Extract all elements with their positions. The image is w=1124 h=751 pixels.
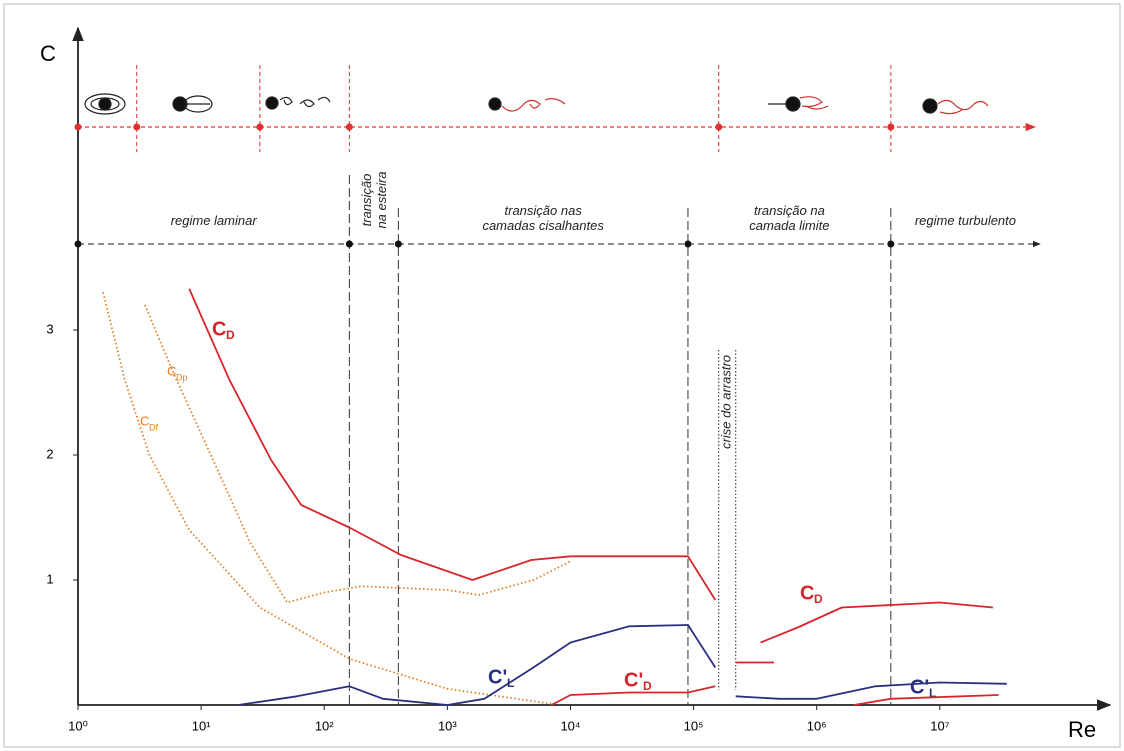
x-tick-label: 10⁷ bbox=[930, 718, 949, 733]
wake-dot bbox=[133, 124, 140, 131]
regime-label-line: regime laminar bbox=[171, 213, 258, 228]
regime-label-line: transição bbox=[359, 174, 374, 227]
x-tick-label: 10² bbox=[315, 718, 334, 733]
regime-dot bbox=[684, 241, 691, 248]
regime-label-line: regime turbulento bbox=[915, 213, 1016, 228]
wake-dot bbox=[346, 124, 353, 131]
regime-label: regime laminar bbox=[171, 213, 258, 228]
series-label-sub: L bbox=[507, 676, 514, 690]
x-tick-label: 10⁴ bbox=[560, 718, 580, 733]
regime-label-line: na esteira bbox=[374, 171, 389, 228]
regime-label-line: camada limite bbox=[749, 218, 829, 233]
regime-dot bbox=[887, 241, 894, 248]
series-label-sub: D bbox=[814, 592, 823, 606]
regime-label-line: transição nas bbox=[504, 203, 582, 218]
series-label: C' bbox=[624, 669, 643, 691]
x-axis-label: Re bbox=[1068, 717, 1096, 742]
regime-dot bbox=[75, 241, 82, 248]
regime-label: regime turbulento bbox=[915, 213, 1016, 228]
series-label: C bbox=[140, 413, 149, 428]
series-label: C' bbox=[910, 676, 929, 698]
series-label-sub: D bbox=[226, 328, 235, 342]
wake-dot bbox=[256, 124, 263, 131]
x-tick-label: 10¹ bbox=[192, 718, 211, 733]
series-label-sub: Dp bbox=[176, 372, 188, 382]
y-axis-label: C bbox=[40, 41, 56, 66]
wake-dot bbox=[715, 124, 722, 131]
series-line bbox=[145, 305, 571, 603]
x-tick-label: 10³ bbox=[438, 718, 457, 733]
x-tick-label: 10⁶ bbox=[807, 718, 827, 733]
regime-label-line: camadas cisalhantes bbox=[482, 218, 604, 233]
wake-dot bbox=[75, 124, 82, 131]
chart: C Re 1 2 3 10⁰ 10¹ 10² 10³ 10⁴ 10⁵ 10⁶ 10⁷ regime l… bbox=[0, 0, 1124, 751]
wake-dot bbox=[887, 124, 894, 131]
regime-dot bbox=[346, 241, 353, 248]
regime-label-line: transição na bbox=[754, 203, 825, 218]
series-line bbox=[189, 289, 993, 663]
series-line bbox=[103, 293, 551, 704]
crisis-label: crise do arrastro bbox=[719, 355, 734, 449]
series-label-sub: Df bbox=[149, 422, 158, 432]
y-tick-label: 2 bbox=[46, 446, 53, 461]
y-tick-label: 3 bbox=[46, 321, 53, 336]
regime-dot bbox=[395, 241, 402, 248]
regime-label: transiçãona esteira bbox=[359, 171, 389, 228]
series-label: C bbox=[800, 582, 814, 604]
series-label: C bbox=[167, 363, 176, 378]
series-label-sub: D bbox=[643, 679, 652, 693]
y-tick-label: 1 bbox=[46, 571, 53, 586]
series-label: C' bbox=[488, 666, 507, 688]
series-label: C bbox=[212, 318, 226, 340]
wake-icons bbox=[85, 94, 988, 114]
x-tick-label: 10⁵ bbox=[684, 718, 704, 733]
x-tick-label: 10⁰ bbox=[68, 718, 88, 733]
